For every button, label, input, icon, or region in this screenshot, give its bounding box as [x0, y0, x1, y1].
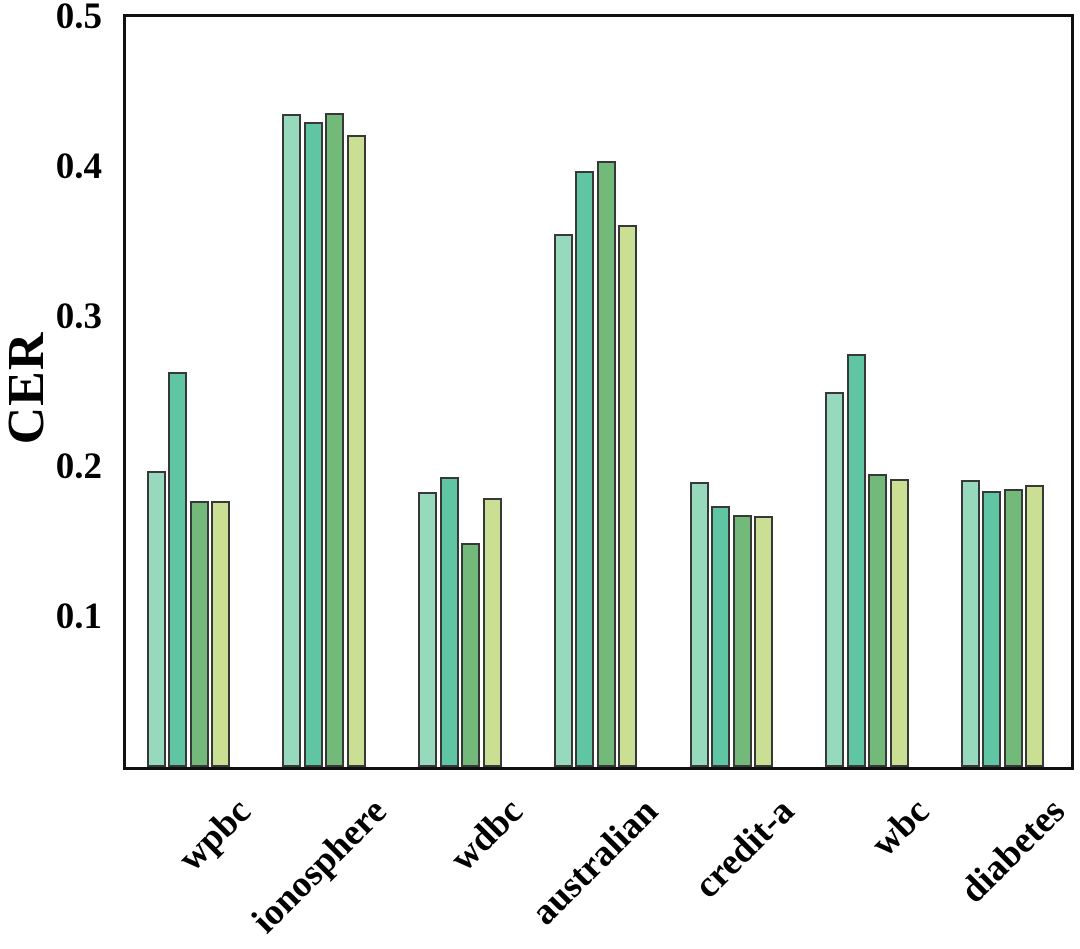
- y-tick-label: 0.1: [55, 596, 102, 637]
- bar-australian-series-2: [575, 171, 595, 767]
- bar-wpbc-series-3: [189, 501, 209, 767]
- x-tick-label-australian: australian: [523, 790, 667, 933]
- y-tick-label: 0.4: [55, 146, 102, 187]
- bar-wpbc-series-4: [211, 501, 231, 767]
- bar-group-wdbc: [418, 17, 502, 767]
- bar-diabetes-series-4: [1025, 485, 1045, 767]
- bar-group-diabetes: [960, 17, 1045, 767]
- x-tick-label-wdbc: wdbc: [441, 790, 531, 880]
- bar-group-credit-a: [689, 17, 774, 767]
- bar-wdbc-series-2: [439, 477, 459, 767]
- bar-credit-a-series-3: [732, 515, 752, 767]
- x-tick-label-wbc: wbc: [863, 790, 938, 865]
- bar-ionosphere-series-4: [346, 135, 366, 767]
- bar-wpbc-series-2: [168, 372, 188, 767]
- bar-diabetes-series-1: [960, 480, 980, 767]
- x-tick-label-ionosphere: ionosphere: [244, 790, 395, 942]
- bar-credit-a-series-4: [754, 516, 774, 767]
- bar-wbc-series-4: [889, 479, 909, 767]
- y-tick-label: 0.2: [55, 446, 102, 487]
- bar-diabetes-series-3: [1003, 489, 1023, 767]
- bar-ionosphere-series-2: [303, 122, 323, 767]
- bar-wpbc-series-1: [146, 471, 166, 767]
- bar-wbc-series-1: [825, 392, 845, 767]
- bar-australian-series-3: [596, 161, 616, 767]
- bar-group-ionosphere: [282, 17, 366, 767]
- bar-credit-a-series-1: [689, 482, 709, 767]
- x-tick-label-credit-a: credit-a: [686, 790, 802, 907]
- bar-diabetes-series-2: [982, 491, 1002, 767]
- bar-credit-a-series-2: [711, 506, 731, 767]
- y-axis-title: CER: [0, 331, 55, 445]
- bar-wdbc-series-1: [418, 492, 438, 767]
- bar-australian-series-1: [553, 234, 573, 767]
- x-tick-label-diabetes: diabetes: [952, 790, 1074, 912]
- bar-ionosphere-series-3: [325, 113, 345, 767]
- x-tick-label-wpbc: wpbc: [170, 790, 260, 880]
- y-tick-label: 0.3: [55, 296, 102, 337]
- bar-group-australian: [553, 17, 638, 767]
- bar-australian-series-4: [618, 225, 638, 767]
- bar-group-wbc: [825, 17, 909, 767]
- bar-wdbc-series-4: [482, 498, 502, 767]
- bar-wdbc-series-3: [461, 543, 481, 767]
- plot-area: [123, 14, 1074, 770]
- bar-wbc-series-3: [868, 474, 888, 767]
- bar-wbc-series-2: [846, 354, 866, 767]
- y-tick-label: 0.5: [55, 0, 102, 37]
- bar-ionosphere-series-1: [282, 114, 302, 767]
- bar-group-wpbc: [146, 17, 231, 767]
